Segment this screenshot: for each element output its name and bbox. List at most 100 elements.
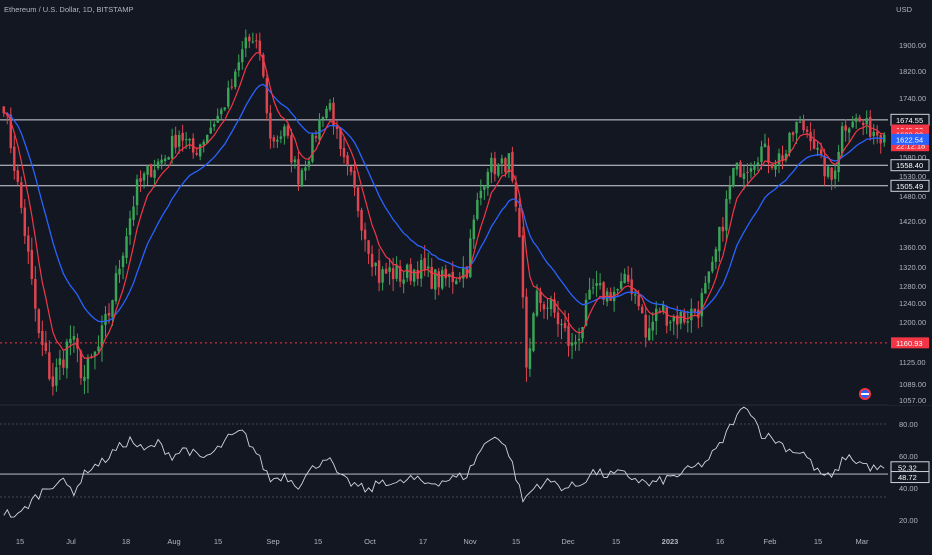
candle-body (812, 139, 816, 149)
candle-body (90, 356, 93, 358)
level-label-text: 1558.40 (896, 161, 923, 170)
time-tick-label: 15 (16, 537, 24, 546)
candle-body (79, 351, 83, 379)
candle-body (854, 117, 858, 122)
candle-body (360, 209, 363, 231)
candle-body (784, 153, 788, 161)
candle-body (51, 376, 55, 387)
candle-body (595, 283, 598, 286)
time-axis[interactable]: 15 Jul 18 Aug 15 Sep 15 Oct 17 Nov 15 Dec 15 2023 16 Fe… (16, 537, 869, 546)
candle-body (546, 307, 549, 309)
candle-body (612, 291, 616, 302)
candle-body (198, 144, 202, 157)
time-tick-label: 15 (612, 537, 620, 546)
candle-body (714, 249, 718, 262)
candle-body (325, 108, 328, 119)
candle-body (444, 268, 447, 279)
rsi-tick-label: 60.00 (899, 452, 918, 461)
candle-body (476, 199, 479, 219)
candle-body (353, 170, 356, 188)
price-tick-label: 1900.00 (899, 41, 926, 50)
candle-body (788, 132, 791, 154)
price-tick-label: 1089.00 (899, 380, 926, 389)
candle-body (37, 309, 41, 334)
candle-body (532, 313, 535, 351)
candle-body (739, 162, 742, 178)
price-tick-label: 1420.00 (899, 217, 926, 226)
candle-body (753, 164, 756, 170)
level-label-text: 1674.55 (896, 116, 923, 125)
candle-body (41, 331, 44, 346)
candle-body (44, 342, 48, 351)
candle-body (844, 125, 847, 131)
candle-body (307, 161, 311, 167)
candle-body (367, 240, 370, 254)
candle-body (163, 158, 167, 162)
candle-body (381, 269, 384, 283)
candle-body (798, 121, 802, 123)
candle-body (651, 321, 654, 331)
candle-body (504, 158, 507, 173)
candle-body (567, 325, 570, 346)
candle-body (434, 269, 437, 290)
candle-body (858, 117, 861, 122)
candle-body (139, 178, 142, 182)
candle-body (255, 40, 258, 42)
candle-body (746, 171, 749, 173)
candle-body (258, 40, 262, 54)
candle-body (672, 316, 675, 322)
candle-body (553, 299, 556, 313)
candle-body (195, 153, 198, 155)
rsi-value-text: 48.72 (898, 473, 917, 482)
candle-body (616, 289, 619, 291)
rsi-tick-label: 20.00 (899, 516, 918, 525)
candle-body (549, 299, 553, 310)
ema-lines (3, 52, 885, 359)
ema-slow-line (3, 83, 885, 323)
candle-body (655, 308, 658, 321)
candle-body (304, 167, 307, 171)
candle-body (588, 289, 591, 300)
candle-body (297, 159, 300, 185)
candle-body (272, 137, 276, 142)
candle-body (412, 269, 416, 282)
candle-body (602, 282, 605, 300)
candle-body (213, 124, 216, 127)
candle-body (27, 235, 30, 252)
candle-body (669, 322, 672, 324)
candle-body (205, 134, 209, 144)
candle-body (72, 336, 76, 340)
candle-body (633, 294, 637, 296)
candle-body (441, 270, 444, 289)
candle-body (802, 120, 805, 131)
candle-body (290, 135, 293, 163)
time-tick-label: Nov (463, 537, 477, 546)
candle-body (62, 359, 65, 368)
candle-body (539, 291, 542, 304)
candle-body (149, 164, 153, 177)
candle-body (384, 268, 388, 274)
candle-body (388, 267, 391, 272)
time-tick-label: Sep (266, 537, 279, 546)
time-tick-label: 16 (716, 537, 724, 546)
candle-body (462, 267, 465, 279)
candle-body (437, 271, 440, 288)
time-tick-label: 2023 (662, 537, 679, 546)
candle-body (241, 49, 244, 63)
time-tick-label: Jul (66, 537, 76, 546)
candle-body (97, 346, 100, 352)
ema-slow-label-text: 1622.54 (896, 135, 923, 144)
candle-body (248, 36, 251, 42)
candle-body (619, 281, 623, 289)
level-label-box (890, 179, 930, 192)
price-tick-label: 1125.00 (899, 358, 926, 367)
candle-body (679, 311, 683, 324)
price-tick-label: 1320.00 (899, 263, 926, 272)
candle-body (486, 172, 490, 189)
chart-title: Ethereum / U.S. Dollar, 1D, BITSTAMP (4, 5, 134, 14)
flag-icon[interactable] (859, 388, 871, 400)
candle-body (13, 146, 16, 171)
candle-body (142, 173, 146, 181)
